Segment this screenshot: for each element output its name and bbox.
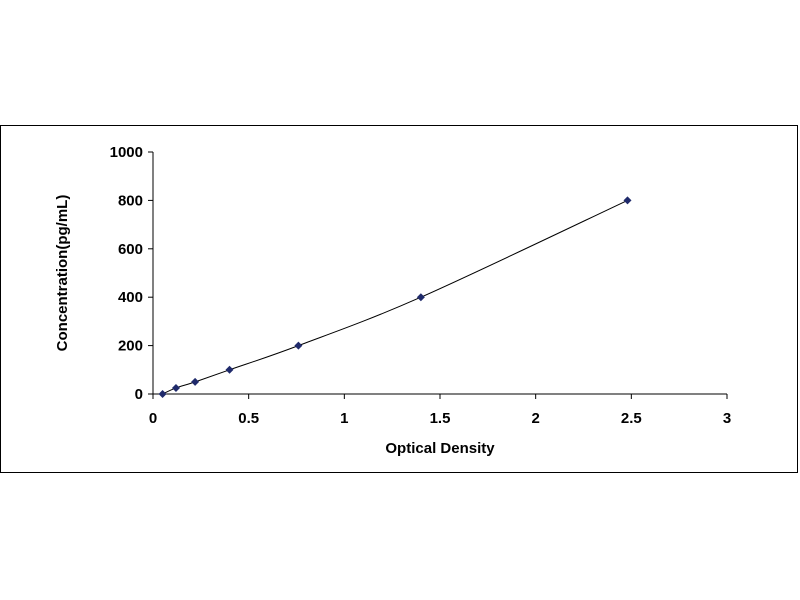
y-tick-label: 0 xyxy=(135,386,143,403)
x-tick-label: 1.5 xyxy=(430,410,451,427)
x-tick-label: 2.5 xyxy=(621,410,642,427)
x-tick-label: 3 xyxy=(723,410,731,427)
data-point xyxy=(225,365,234,374)
y-axis-title: Concentration(pg/mL) xyxy=(54,195,71,352)
x-tick-label: 0.5 xyxy=(238,410,259,427)
axes xyxy=(148,151,728,399)
trendline xyxy=(162,199,628,395)
y-tick-label: 600 xyxy=(118,241,143,258)
x-axis-title: Optical Density xyxy=(385,440,495,457)
data-point xyxy=(171,383,180,392)
data-point xyxy=(158,390,167,398)
x-tick-label: 0 xyxy=(149,410,157,427)
y-tick-label: 1000 xyxy=(110,144,143,161)
data-points xyxy=(158,196,632,398)
y-tick-label: 800 xyxy=(118,192,143,209)
data-point xyxy=(191,377,200,386)
tick-labels: 0 200 400 600 800 1000 0 0.5 1 1.5 2 2.5 3 xyxy=(110,144,732,427)
chart-svg: 0 200 400 600 800 1000 0 0.5 1 1.5 2 2.5 3 Optical D… xyxy=(54,144,732,457)
chart-frame: 0 200 400 600 800 1000 0 0.5 1 1.5 2 2.5 3 Optical D… xyxy=(0,125,798,473)
y-tick-label: 200 xyxy=(118,338,143,355)
data-point xyxy=(623,196,632,205)
data-point xyxy=(416,293,425,302)
y-tick-label: 400 xyxy=(118,289,143,306)
x-tick-label: 1 xyxy=(340,410,348,427)
x-tick-label: 2 xyxy=(531,410,539,427)
data-point xyxy=(294,341,303,350)
